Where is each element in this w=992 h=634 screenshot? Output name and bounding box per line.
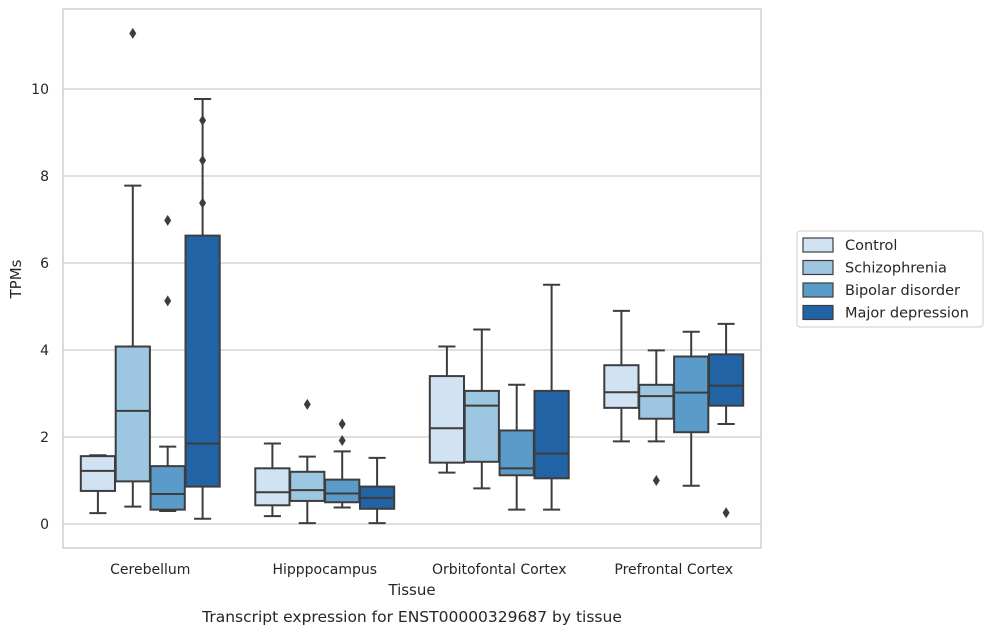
box-body <box>603 364 640 409</box>
legend-label: Bipolar disorder <box>845 283 960 299</box>
box-body <box>707 353 745 407</box>
x-tick-label: Orbitofontal Cortex <box>432 562 567 578</box>
box-0-1 <box>114 27 151 508</box>
outlier-point <box>303 398 311 410</box>
box-2-0 <box>428 345 466 474</box>
box-body <box>673 355 710 434</box>
plot-background <box>63 9 761 548</box>
y-tick-label: 8 <box>40 169 49 185</box>
legend-swatch <box>802 237 834 253</box>
box-2-1 <box>463 328 500 490</box>
legend: Control Schizophrenia Bipolar disorder Majo… <box>796 230 984 328</box>
box-3-1 <box>638 349 675 486</box>
legend-label: Major depression <box>845 306 969 322</box>
x-tick-label: Prefrontal Cortex <box>614 562 733 578</box>
outlier-point <box>164 295 172 307</box>
outlier-point <box>129 27 137 39</box>
box-1-1 <box>289 398 326 525</box>
box-1-3 <box>358 456 396 525</box>
legend-swatch <box>802 304 834 321</box>
y-tick-label: 6 <box>40 256 49 272</box>
outlier-point <box>652 475 660 486</box>
y-tick-label: 4 <box>40 343 49 359</box>
x-axis-title: Tissue <box>387 581 435 599</box>
outlier-point <box>164 214 172 226</box>
x-tick-labels: Cerebellum Hipppocampus Orbitofontal Corte… <box>110 562 733 578</box>
box-body <box>324 478 361 504</box>
box-body <box>533 389 570 480</box>
box-body <box>428 375 466 464</box>
legend-swatch <box>802 282 834 298</box>
box-series <box>79 27 745 525</box>
outlier-point <box>722 507 730 519</box>
box-body <box>184 234 221 488</box>
x-tick-label: Cerebellum <box>110 562 190 578</box>
outlier-point <box>199 197 207 209</box>
box-3-3 <box>707 322 745 519</box>
legend-swatch <box>802 259 834 276</box>
y-axis-title: TPMs <box>7 259 25 299</box>
y-tick-label: 10 <box>31 82 49 98</box>
y-tick-label: 0 <box>40 517 49 533</box>
box-body <box>254 467 291 507</box>
x-tick-label: Hipppocampus <box>272 562 377 578</box>
outlier-point <box>199 154 207 166</box>
legend-label: Control <box>845 238 897 254</box>
figure-caption: Transcript expression for ENST0000032968… <box>201 608 622 626</box>
box-1-2 <box>324 418 361 509</box>
legend-frame <box>796 230 984 328</box>
outlier-point <box>338 434 346 446</box>
y-tick-label: 2 <box>40 430 49 446</box>
box-3-2 <box>673 330 710 487</box>
box-body <box>289 470 326 502</box>
outlier-point <box>338 418 346 430</box>
box-body <box>114 345 151 483</box>
y-tick-labels: 0 2 4 6 8 10 <box>31 82 49 533</box>
box-2-2 <box>498 383 535 511</box>
box-body <box>638 383 675 420</box>
box-body <box>149 465 186 511</box>
outlier-point <box>199 114 207 126</box>
plot-frame <box>62 8 762 549</box>
box-body <box>79 455 117 492</box>
grid-lines <box>63 88 761 525</box>
legend-label: Schizophrenia <box>845 261 947 277</box>
box-2-3 <box>533 283 570 511</box>
box-body <box>463 389 500 463</box>
box-0-3 <box>184 98 221 520</box>
box-0-2 <box>149 214 186 512</box>
